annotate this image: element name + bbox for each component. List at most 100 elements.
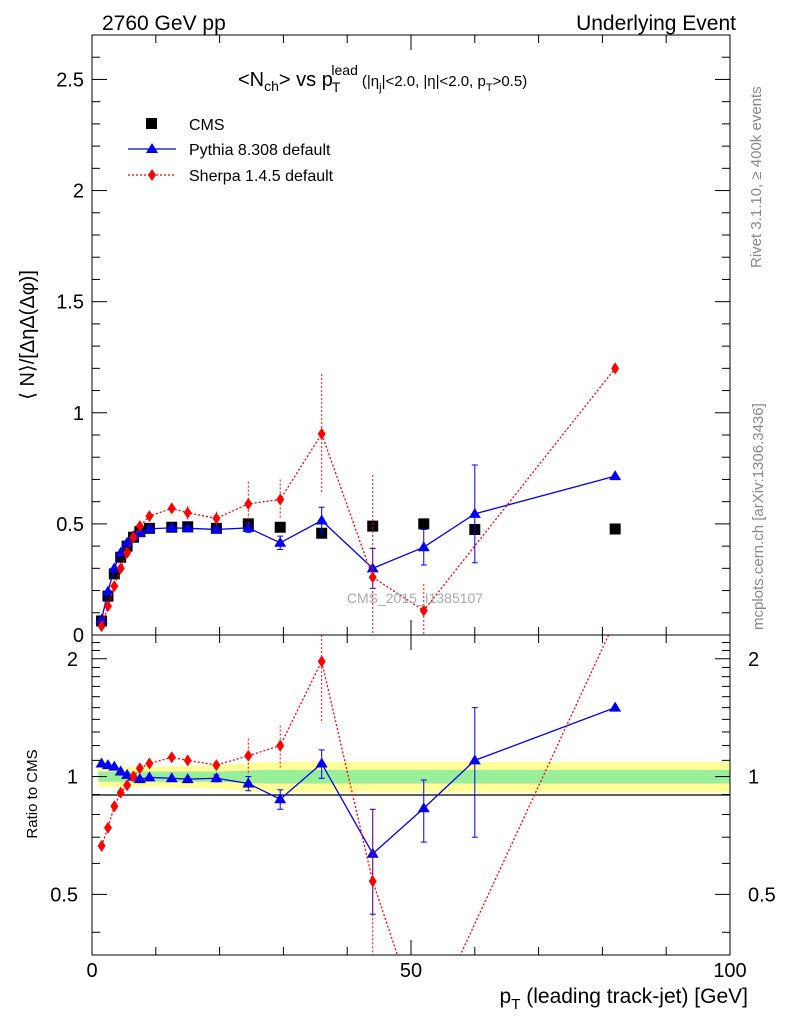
ratio-series — [95, 635, 622, 955]
main-diamond-point — [97, 620, 106, 633]
ratio-panel: 0.5 0.5 1 1 2 2 0 50 100 — [50, 634, 776, 982]
main-triangle-point — [417, 541, 430, 552]
ratio-triangle-point — [274, 793, 287, 804]
ratio-diamond-point — [123, 779, 132, 792]
ratio-diamond-line — [100, 635, 610, 955]
main-triangle-point — [121, 536, 134, 547]
ratio-ytick-label-right: 1 — [748, 767, 759, 789]
main-square-point — [102, 590, 114, 602]
ratio-triangle-point — [143, 771, 156, 782]
ratio-ticks: 0.5 0.5 1 1 2 2 0 50 100 — [50, 635, 776, 982]
main-diamond-point — [244, 497, 253, 510]
main-ytick-label: 2.5 — [56, 69, 84, 91]
main-square-point — [274, 521, 286, 533]
ratio-triangle-point — [315, 757, 328, 768]
main-ytick-label: 0.5 — [56, 514, 84, 536]
main-diamond-point — [368, 571, 377, 584]
main-triangle-point — [114, 546, 127, 557]
main-triangle-point — [609, 470, 622, 481]
main-ytick-label: 0 — [73, 625, 84, 647]
ratio-triangle-point — [181, 773, 194, 784]
ratio-triangle-point — [108, 760, 121, 771]
ratio-diamond-point — [110, 800, 119, 813]
ratio-ytick-label: 2 — [67, 649, 78, 671]
main-ticks: 0 0.5 1 1.5 2 2.5 — [56, 35, 731, 647]
main-diamond-point — [103, 600, 112, 613]
main-diamond-point — [116, 562, 125, 575]
ratio-triangle-point — [242, 777, 255, 788]
main-title: <Nch> vs pTlead(|ηj|<2.0, |η|<2.0, pT>0.… — [238, 62, 527, 95]
main-ytick-label: 2 — [73, 181, 84, 203]
ratio-triangle-point — [210, 772, 223, 783]
ratio-triangle-point — [417, 802, 430, 813]
ratio-triangle-point — [609, 701, 622, 712]
ratio-frame — [91, 634, 731, 956]
main-diamond-point — [145, 510, 154, 523]
ratio-triangle-point — [114, 765, 127, 776]
ratio-diamond-point — [276, 739, 285, 752]
ratio-band — [98, 761, 730, 793]
ratio-diamond-point — [244, 749, 253, 762]
ratio-xtick-label: 0 — [86, 960, 97, 982]
ratio-triangle-point — [366, 847, 379, 858]
ratio-band-inner — [98, 769, 730, 784]
header-right: Underlying Event — [576, 12, 736, 35]
ratio-diamond-point — [317, 655, 326, 668]
ratio-diamond-point — [103, 821, 112, 834]
ratio-diamond-point — [212, 759, 221, 772]
legend-sherpa-label: Sherpa 1.4.5 default — [189, 168, 334, 185]
main-triangle-point — [274, 536, 287, 547]
ratio-diamond-point — [135, 762, 144, 775]
main-square-point — [108, 568, 120, 580]
ratio-xtick-label: 50 — [400, 960, 422, 982]
rivet-label: Rivet 3.1.10, ≥ 400k events — [748, 86, 765, 268]
legend-pythia-marker — [146, 143, 158, 153]
main-triangle-point — [315, 514, 328, 525]
main-triangle-point — [165, 521, 178, 532]
mcplots-label: mcplots.cern.ch [arXiv:1306.3436] — [750, 403, 767, 630]
main-diamond-point — [276, 493, 285, 506]
main-triangle-point — [468, 507, 481, 518]
ratio-ytick-label-right: 0.5 — [748, 884, 776, 906]
main-ylabel: ⟨ N⟩/[ΔηΔ(Δφ)] — [17, 270, 39, 400]
ratio-data-layer — [95, 635, 622, 955]
main-triangle-point — [101, 585, 114, 596]
main-diamond-point — [419, 604, 428, 617]
main-triangle-point — [210, 523, 223, 534]
main-diamond-point — [212, 512, 221, 525]
main-square-point — [367, 520, 379, 532]
main-data-layer — [95, 362, 622, 635]
main-diamond-point — [135, 520, 144, 533]
ratio-triangle-point — [133, 773, 146, 784]
main-ytick-label: 1 — [73, 403, 84, 425]
ratio-diamond-point — [368, 875, 377, 888]
watermark: CMS_2015_I1385107 — [347, 590, 483, 606]
main-square-point — [418, 518, 430, 530]
x-axis-label: pT (leading track-jet) [GeV] — [500, 985, 748, 1013]
main-diamond-point — [129, 531, 138, 544]
ratio-ylabel: Ratio to CMS — [24, 749, 41, 838]
legend-cms-label: CMS — [189, 117, 225, 134]
main-diamond-point — [167, 502, 176, 515]
ratio-diamond-point — [129, 770, 138, 783]
main-frame — [91, 34, 731, 636]
ratio-triangle-point — [468, 754, 481, 765]
main-triangle-point — [95, 613, 108, 624]
ratio-diamond-point — [145, 757, 154, 770]
main-diamond-point — [183, 506, 192, 519]
header-left: 2760 GeV pp — [102, 12, 226, 35]
main-triangle-point — [181, 522, 194, 533]
main-triangle-point — [108, 562, 121, 573]
main-ytick-label: 1.5 — [56, 292, 84, 314]
main-triangle-point — [143, 522, 156, 533]
main-diamond-point — [123, 546, 132, 559]
ratio-ytick-label: 1 — [67, 767, 78, 789]
legend: CMS Pythia 8.308 default Sherpa 1.4.5 de… — [128, 117, 334, 185]
ratio-ytick-label-right: 2 — [748, 649, 759, 671]
ratio-diamond-point — [97, 839, 106, 852]
legend-pythia-label: Pythia 8.308 default — [189, 142, 331, 159]
main-triangle-point — [242, 521, 255, 532]
main-panel: 0 0.5 1 1.5 2 2.5 — [56, 34, 731, 647]
ratio-triangle-point — [165, 772, 178, 783]
ratio-xtick-label: 100 — [713, 960, 746, 982]
